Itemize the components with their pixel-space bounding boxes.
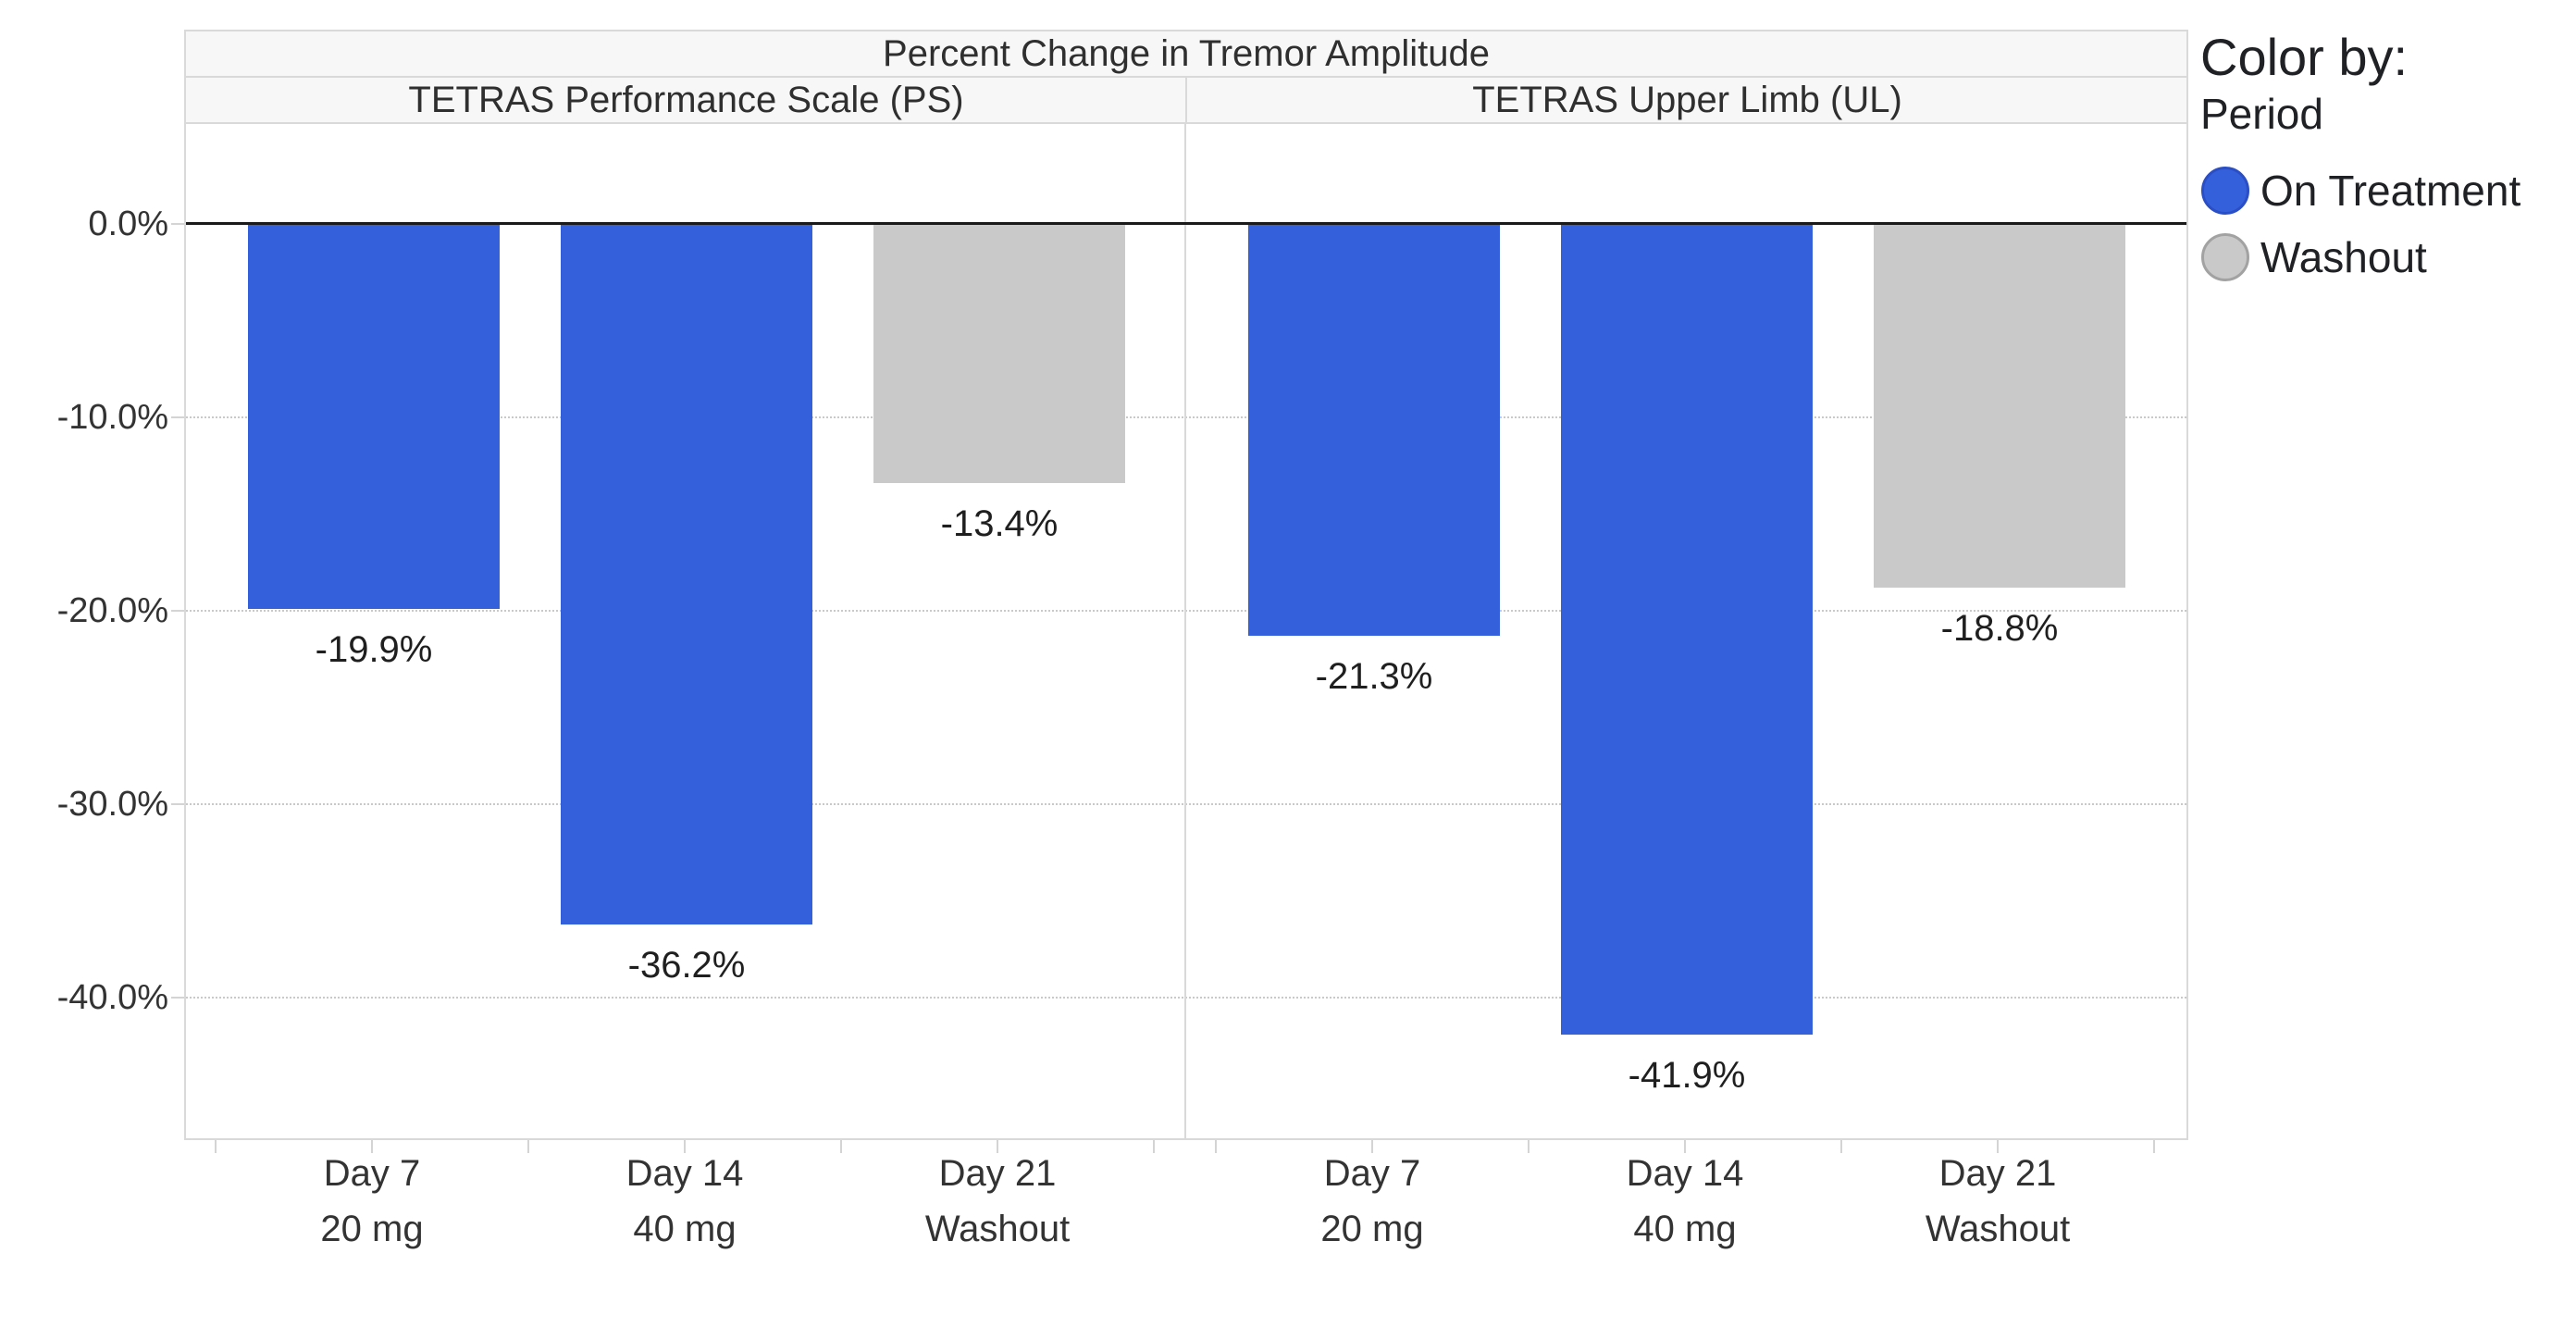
y-tick-label: 0.0% [88, 205, 168, 243]
x-tick [2153, 1140, 2155, 1153]
y-tick [171, 803, 184, 805]
y-tick-label: -30.0% [56, 785, 168, 824]
zero-baseline [186, 222, 2186, 225]
bar-value-label: -19.9% [315, 628, 433, 670]
bar-value-label: -41.9% [1628, 1054, 1746, 1096]
gridline [186, 416, 2186, 418]
bar-value-label: -13.4% [940, 503, 1059, 545]
x-label-dose: Washout [1925, 1209, 2071, 1249]
bar-value-label: -21.3% [1315, 656, 1433, 698]
x-label-dose: Washout [924, 1209, 1071, 1249]
legend-item-on-treatment[interactable]: On Treatment [2201, 167, 2571, 215]
x-label-day: Day 7 [323, 1153, 421, 1194]
x-tick [684, 1140, 686, 1153]
y-tick [171, 610, 184, 612]
gridline [186, 997, 2186, 999]
bar-on-treatment[interactable] [561, 224, 812, 924]
legend-field-label: Period [2200, 90, 2323, 138]
x-label-dose: 20 mg [320, 1209, 424, 1249]
legend-item-washout[interactable]: Washout [2201, 233, 2571, 281]
bar-on-treatment[interactable] [248, 224, 500, 609]
chart-title: Percent Change in Tremor Amplitude [883, 33, 1490, 74]
x-tick [371, 1140, 373, 1153]
x-tick [1684, 1140, 1686, 1153]
x-label-dose: 40 mg [633, 1209, 737, 1249]
x-label-day: Day 21 [938, 1153, 1057, 1194]
panel-divider [1184, 124, 1186, 1138]
bar-value-label: -36.2% [627, 944, 746, 986]
y-tick [171, 223, 184, 225]
x-tick [1528, 1140, 1530, 1153]
bar-on-treatment[interactable] [1248, 224, 1500, 636]
y-tick [171, 416, 184, 418]
x-tick [527, 1140, 529, 1153]
x-label-day: Day 21 [1938, 1153, 2057, 1194]
x-label-day: Day 7 [1323, 1153, 1421, 1194]
bar-value-label: -18.8% [1940, 607, 2059, 649]
y-tick-label: -20.0% [56, 591, 168, 630]
x-label-dose: 20 mg [1320, 1209, 1424, 1249]
x-tick [1215, 1140, 1217, 1153]
legend-item-label: On Treatment [2260, 167, 2521, 215]
legend-item-label: Washout [2260, 233, 2427, 281]
facet-header-band: TETRAS Performance Scale (PS) TETRAS Upp… [184, 78, 2188, 124]
bar-washout[interactable] [873, 224, 1125, 483]
x-tick [1153, 1140, 1155, 1153]
y-tick-label: -40.0% [56, 978, 168, 1017]
x-tick [1997, 1140, 1999, 1153]
x-label-day: Day 14 [625, 1153, 744, 1194]
x-tick [1840, 1140, 1842, 1153]
x-tick [997, 1140, 998, 1153]
bar-washout[interactable] [1874, 224, 2125, 588]
legend-title: Color by: [2200, 28, 2409, 86]
y-tick-label: -10.0% [56, 398, 168, 437]
gridline [186, 803, 2186, 805]
legend-swatch-on-treatment [2201, 167, 2249, 215]
x-tick [1371, 1140, 1373, 1153]
x-tick [840, 1140, 842, 1153]
bar-on-treatment[interactable] [1561, 224, 1813, 1035]
legend-swatch-washout [2201, 233, 2249, 281]
x-label-day: Day 14 [1626, 1153, 1744, 1194]
facet-header-divider [1185, 78, 1187, 122]
facet-header-upper-limb: TETRAS Upper Limb (UL) [1472, 80, 1902, 120]
chart-title-band: Percent Change in Tremor Amplitude [184, 30, 2188, 78]
y-tick [171, 997, 184, 999]
x-label-dose: 40 mg [1633, 1209, 1737, 1249]
x-tick [215, 1140, 217, 1153]
plot-area: -19.9% -36.2% -13.4% -21.3% -41.9% -18.8% [184, 124, 2188, 1140]
facet-header-performance-scale: TETRAS Performance Scale (PS) [408, 80, 964, 120]
gridline [186, 610, 2186, 612]
